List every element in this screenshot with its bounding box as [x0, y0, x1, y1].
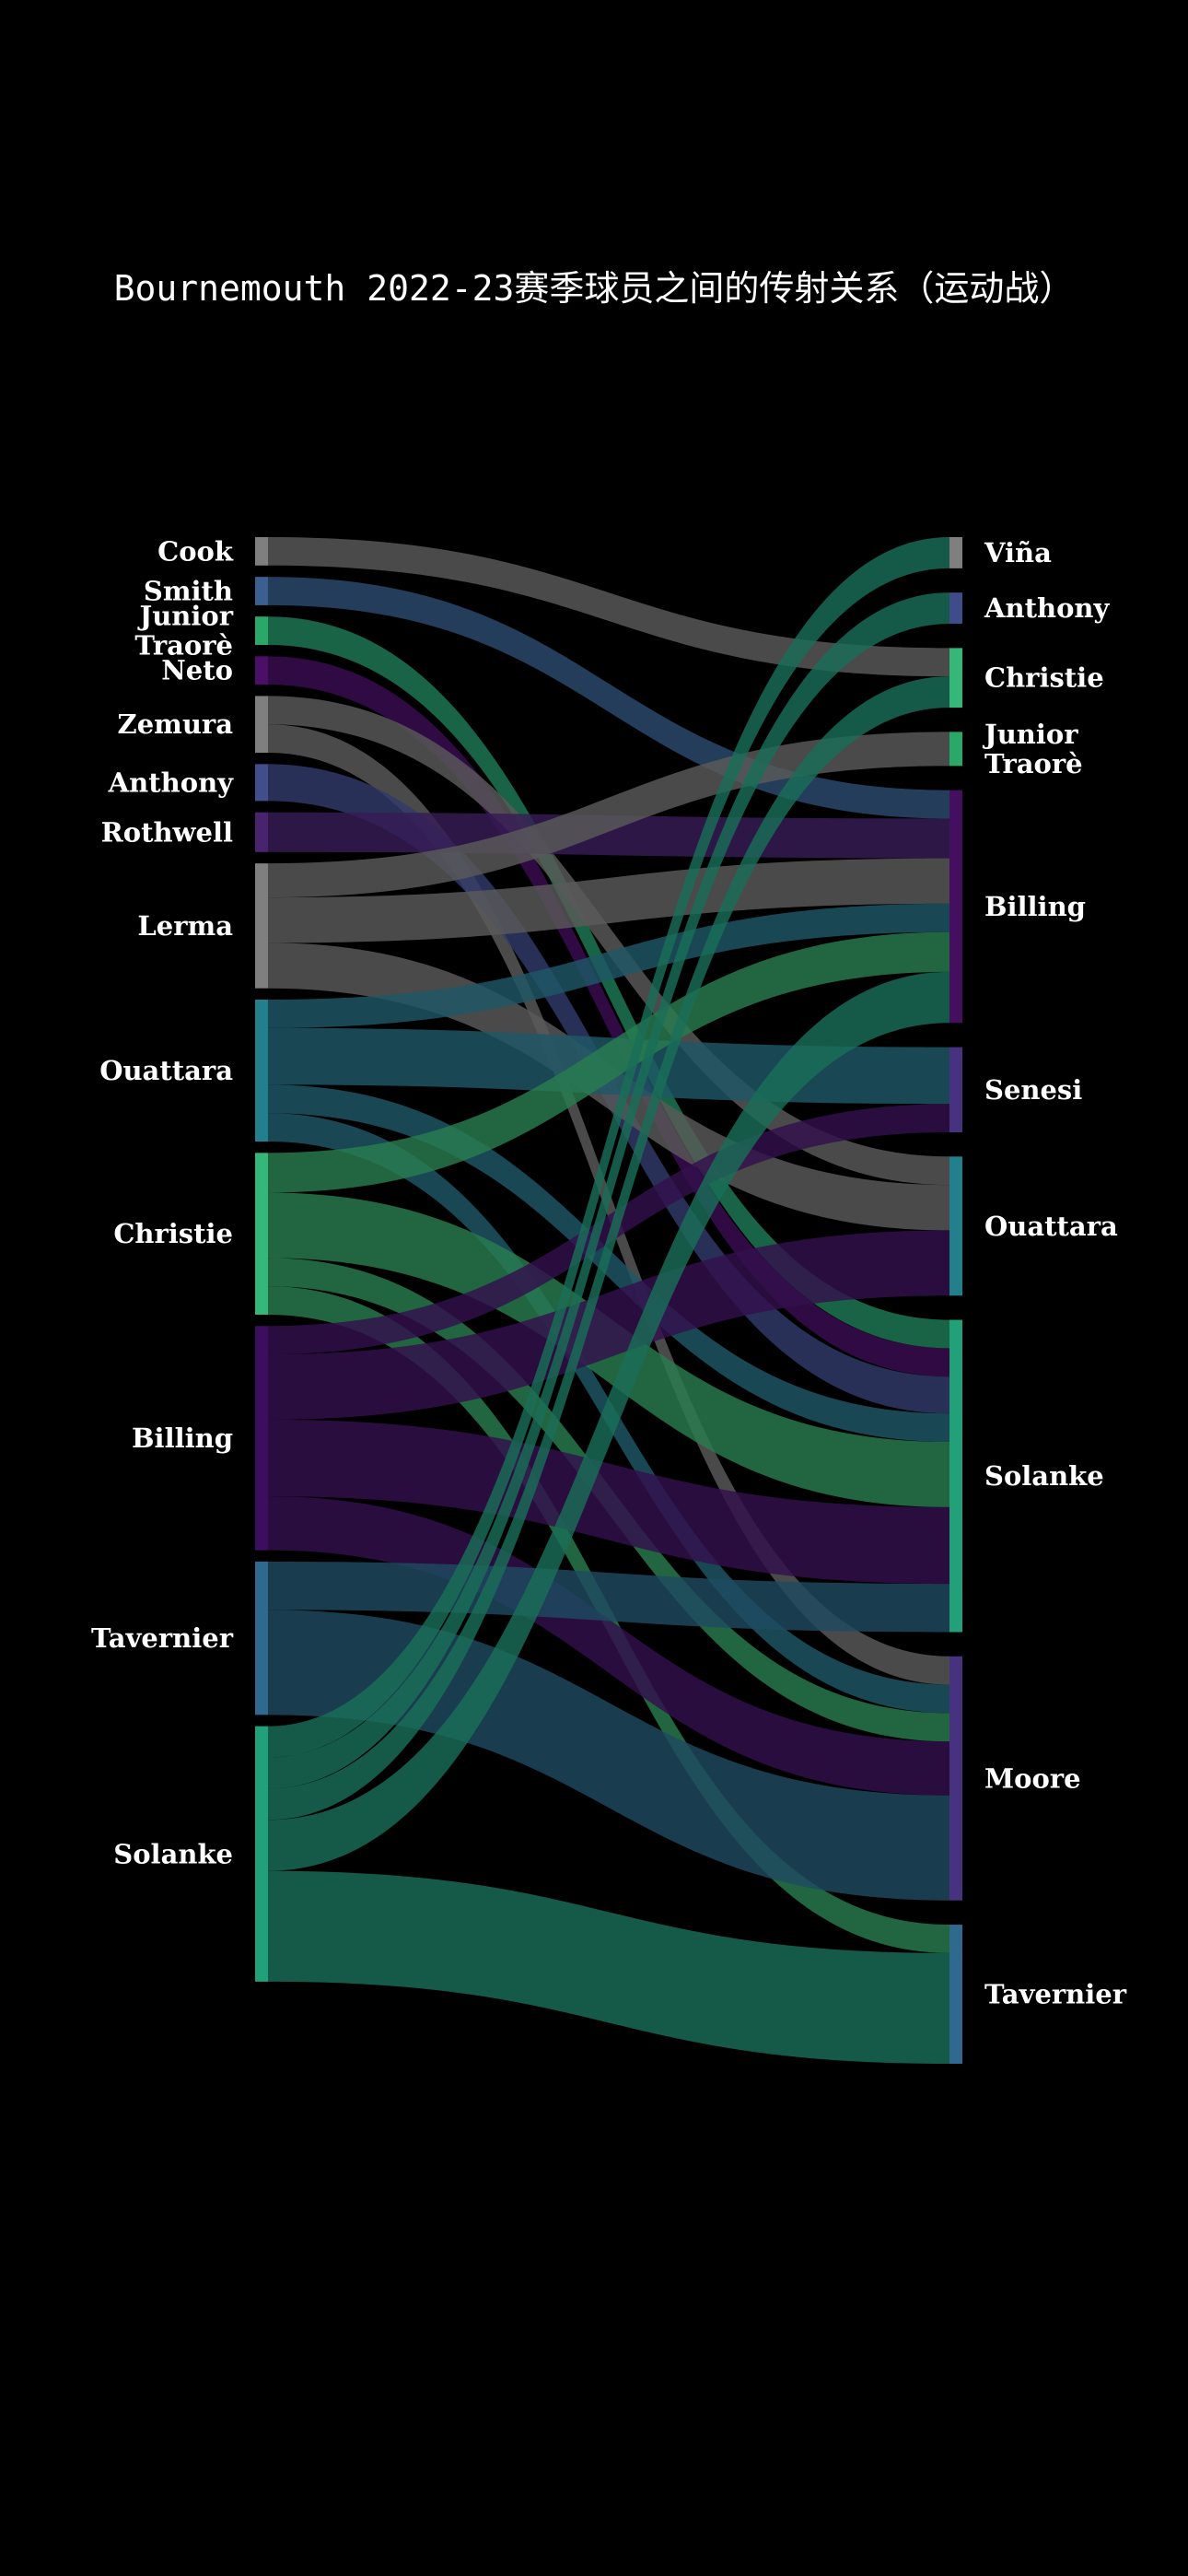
target-node-vina: [949, 537, 962, 568]
source-node-junior-traore: [255, 616, 268, 646]
source-label-solanke: Solanke: [113, 1838, 233, 1869]
flow-solanke-to-christie: [268, 676, 949, 1821]
source-label-smith: Smith: [144, 576, 233, 607]
flow-tavernier-to-solanke: [268, 1561, 949, 1633]
target-label-billing: Billing: [984, 891, 1086, 922]
source-label-lerma: Lerma: [137, 910, 233, 942]
flow-solanke-to-tavernier: [268, 1870, 949, 2064]
source-label-junior-traore: Junior Traorè: [134, 601, 233, 662]
target-label-moore: Moore: [984, 1762, 1081, 1794]
target-label-anthony: Anthony: [984, 592, 1110, 624]
source-node-tavernier: [255, 1561, 268, 1715]
flow-solanke-to-anthony: [268, 592, 949, 1789]
source-label-billing: Billing: [132, 1423, 233, 1454]
flow-solanke-to-billing: [268, 971, 949, 1871]
target-node-tavernier: [949, 1925, 962, 2064]
target-label-junior-traore: Junior Traorè: [982, 719, 1083, 779]
target-label-senesi: Senesi: [984, 1074, 1082, 1106]
source-label-zemura: Zemura: [118, 708, 234, 740]
target-node-senesi: [949, 1047, 962, 1133]
source-node-billing: [255, 1326, 268, 1551]
source-node-lerma: [255, 863, 268, 989]
flow-christie-to-billing: [268, 931, 949, 1193]
flow-solanke-to-vina: [268, 537, 949, 1758]
source-label-rothwell: Rothwell: [101, 816, 233, 848]
source-label-ouattara: Ouattara: [99, 1055, 233, 1086]
flow-billing-to-senesi: [268, 1104, 949, 1355]
chart-title: Bournemouth 2022-23赛季球员之间的传射关系（运动战）: [113, 268, 1075, 309]
target-node-junior-traore: [949, 732, 962, 767]
flow-lerma-to-billing: [268, 858, 949, 943]
flow-lerma-to-junior-traore: [268, 732, 949, 898]
target-label-ouattara: Ouattara: [984, 1211, 1118, 1242]
source-label-cook: Cook: [157, 535, 234, 567]
source-node-solanke: [255, 1726, 268, 1982]
flow-smith-to-billing: [268, 577, 949, 819]
target-node-moore: [949, 1656, 962, 1901]
flow-billing-to-solanke: [268, 1419, 949, 1585]
source-node-ouattara: [255, 999, 268, 1142]
target-label-vina: Viña: [984, 537, 1052, 568]
target-node-anthony: [949, 592, 962, 625]
flow-neto-to-solanke: [268, 656, 949, 1377]
source-node-christie: [255, 1153, 268, 1315]
target-node-solanke: [949, 1319, 962, 1633]
source-label-tavernier: Tavernier: [91, 1622, 234, 1654]
flow-billing-to-ouattara: [268, 1230, 949, 1420]
target-node-christie: [949, 648, 962, 708]
source-node-zemura: [255, 696, 268, 754]
flow-zemura-to-ouattara: [268, 696, 949, 1186]
flow-ouattara-to-billing: [268, 903, 949, 1028]
source-node-neto: [255, 656, 268, 685]
source-node-smith: [255, 577, 268, 605]
flow-junior-traore-to-solanke: [268, 616, 949, 1349]
source-node-cook: [255, 537, 268, 566]
target-node-billing: [949, 790, 962, 1024]
flow-cook-to-christie: [268, 537, 949, 677]
node-bars: [255, 537, 962, 2064]
flow-links: [268, 537, 949, 2064]
source-label-neto: Neto: [161, 655, 233, 686]
target-node-ouattara: [949, 1156, 962, 1296]
source-node-rothwell: [255, 812, 268, 852]
target-label-tavernier: Tavernier: [984, 1979, 1127, 2010]
target-label-christie: Christie: [984, 662, 1104, 694]
source-label-anthony: Anthony: [108, 767, 234, 798]
source-label-christie: Christie: [113, 1218, 233, 1249]
target-label-solanke: Solanke: [984, 1460, 1104, 1492]
source-node-anthony: [255, 764, 268, 802]
